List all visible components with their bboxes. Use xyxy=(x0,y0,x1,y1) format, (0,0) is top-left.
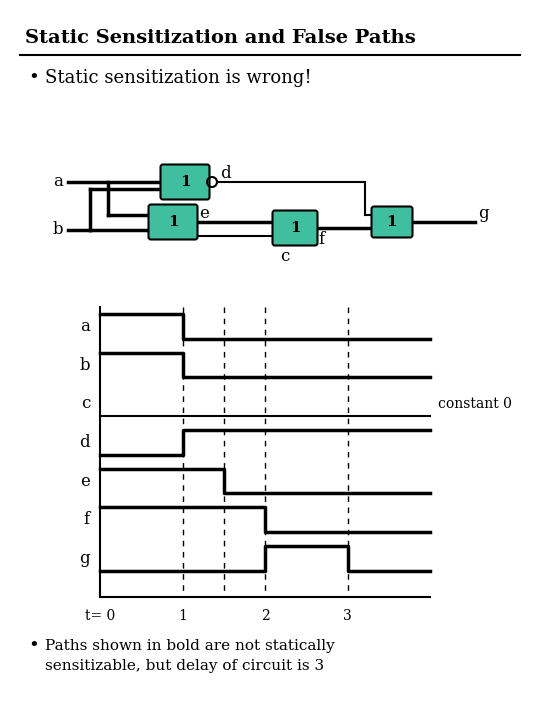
Text: e: e xyxy=(199,205,209,222)
Text: c: c xyxy=(80,395,90,412)
Text: 1: 1 xyxy=(178,609,187,623)
Text: b: b xyxy=(52,222,63,238)
Text: t= 0: t= 0 xyxy=(85,609,115,623)
Text: e: e xyxy=(80,472,90,490)
Text: 1: 1 xyxy=(180,175,190,189)
Text: 1: 1 xyxy=(168,215,178,229)
Text: b: b xyxy=(79,356,90,374)
FancyBboxPatch shape xyxy=(372,207,413,238)
Text: f: f xyxy=(84,511,90,528)
Text: f: f xyxy=(318,232,324,248)
FancyBboxPatch shape xyxy=(160,164,210,199)
Text: Static sensitization is wrong!: Static sensitization is wrong! xyxy=(45,69,312,87)
Text: c: c xyxy=(280,248,289,265)
Text: 1: 1 xyxy=(387,215,397,229)
Text: d: d xyxy=(79,434,90,451)
Text: 1: 1 xyxy=(289,221,300,235)
Text: d: d xyxy=(220,166,231,182)
Text: a: a xyxy=(80,318,90,335)
Text: 3: 3 xyxy=(343,609,352,623)
Text: •: • xyxy=(28,637,39,655)
Text: 2: 2 xyxy=(261,609,269,623)
Text: a: a xyxy=(53,174,63,191)
Text: constant 0: constant 0 xyxy=(438,397,512,410)
Text: Paths shown in bold are not statically: Paths shown in bold are not statically xyxy=(45,639,335,653)
Text: g: g xyxy=(478,204,489,222)
Text: •: • xyxy=(28,69,39,87)
Text: g: g xyxy=(79,550,90,567)
FancyBboxPatch shape xyxy=(273,210,318,246)
FancyBboxPatch shape xyxy=(148,204,198,240)
Text: Static Sensitization and False Paths: Static Sensitization and False Paths xyxy=(25,29,416,47)
Text: sensitizable, but delay of circuit is 3: sensitizable, but delay of circuit is 3 xyxy=(45,659,324,673)
